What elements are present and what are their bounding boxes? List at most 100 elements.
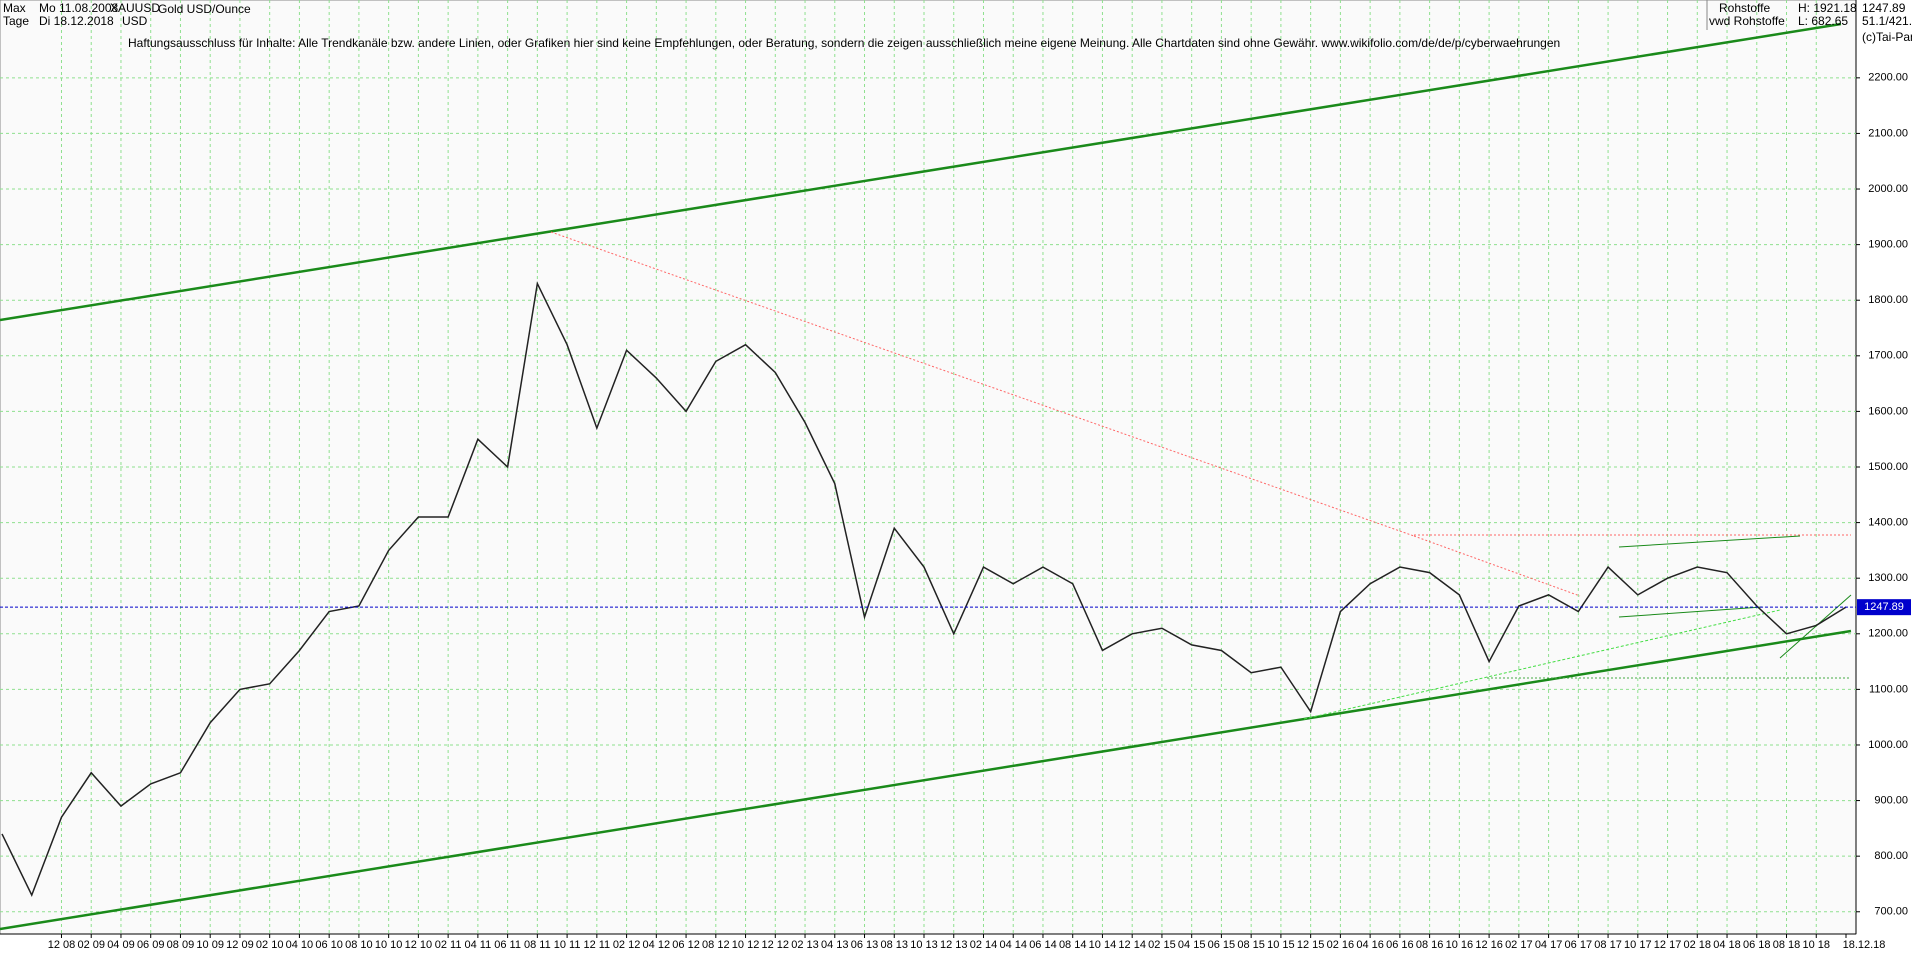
x-tick-label: 04 18	[1713, 939, 1741, 951]
x-tick-label: 08 18	[1773, 939, 1801, 951]
x-tick-label: 04 16	[1356, 939, 1384, 951]
lower-channel	[0, 629, 1852, 931]
x-tick-label: 12 10	[405, 939, 433, 951]
y-tick-label: 900.00	[1874, 794, 1908, 806]
end-date: Di 18.12.2018	[39, 14, 114, 28]
x-tick-label: 10 14	[1089, 939, 1117, 951]
x-tick-label: 10 11	[554, 939, 581, 951]
x-tick-label: 18.12.18	[1843, 939, 1886, 951]
x-tick-label: 06 10	[315, 939, 343, 951]
triangle-line	[1618, 606, 1763, 618]
currency: USD	[122, 14, 148, 28]
x-tick-label: 12 15	[1297, 939, 1325, 951]
x-tick-label: 04 11	[465, 939, 492, 951]
x-tick-label: 06 15	[1208, 939, 1236, 951]
source: vwd Rohstoffe	[1709, 14, 1785, 28]
high: H: 1921.18	[1798, 1, 1857, 15]
start-date: Mo 11.08.2008	[39, 1, 118, 15]
price-line	[1, 281, 1847, 897]
y-tick-label: 1700.00	[1868, 350, 1908, 362]
x-tick-label: 10 09	[196, 939, 224, 951]
triangle-line	[1618, 535, 1801, 548]
x-tick-label: 06 14	[1029, 939, 1057, 951]
x-tick-label: 06 09	[137, 939, 165, 951]
last: 1247.89	[1862, 1, 1906, 15]
x-tick-label: 02 13	[791, 939, 819, 951]
x-tick-label: 12 14	[1118, 939, 1146, 951]
symbol: XAUUSD	[110, 1, 160, 15]
period: Tage	[3, 14, 29, 28]
x-tick-label: 04 10	[286, 939, 314, 951]
resistance-line	[1413, 535, 1581, 597]
group: Rohstoffe	[1719, 1, 1770, 15]
x-tick-label: 10 16	[1446, 939, 1474, 951]
y-tick-label: 1300.00	[1868, 572, 1908, 584]
x-tick-label: 04 15	[1178, 939, 1206, 951]
x-tick-label: 08 13	[880, 939, 908, 951]
y-tick-label: 1900.00	[1868, 239, 1908, 251]
x-tick-label: 12 17	[1654, 939, 1682, 951]
y-tick-label: 1500.00	[1868, 461, 1908, 473]
y-tick-label: 700.00	[1874, 906, 1908, 918]
x-tick-label: 10 10	[375, 939, 403, 951]
x-tick-label: 06 11	[494, 939, 521, 951]
x-tick-label: 12 08	[48, 939, 76, 951]
last-price-box	[1857, 599, 1911, 616]
x-tick-label: 12 16	[1475, 939, 1503, 951]
y-tick-label: 1200.00	[1868, 628, 1908, 640]
x-tick-label: 10 18	[1802, 939, 1830, 951]
x-tick-label: 08 09	[167, 939, 195, 951]
x-tick-label: 04 09	[107, 939, 135, 951]
range: Max	[3, 1, 26, 15]
x-tick-label: 08 11	[524, 939, 551, 951]
x-tick-label: 12 13	[940, 939, 968, 951]
x-tick-label: 06 17	[1565, 939, 1593, 951]
copyright: (c)Tai-Pan	[1862, 30, 1912, 44]
x-tick-label: 04 14	[999, 939, 1027, 951]
last-price-label: 1247.89	[1864, 601, 1904, 613]
x-tick-label: 06 12	[672, 939, 700, 951]
x-tick-label: 06 13	[851, 939, 879, 951]
x-tick-label: 10 17	[1624, 939, 1652, 951]
x-tick-label: 02 17	[1505, 939, 1533, 951]
x-tick-label: 02 15	[1148, 939, 1176, 951]
y-tick-label: 2200.00	[1868, 72, 1908, 84]
y-tick-label: 2000.00	[1868, 183, 1908, 195]
header: Max Mo 11.08.2008 Tage Di 18.12.2018 XAU…	[3, 0, 1912, 50]
x-tick-label: 02 12	[613, 939, 641, 951]
trend-lines	[0, 22, 1852, 931]
x-tick-label: 02 10	[256, 939, 284, 951]
x-tick-label: 02 14	[970, 939, 998, 951]
y-tick-label: 1600.00	[1868, 405, 1908, 417]
x-tick-label: 04 13	[821, 939, 849, 951]
x-tick-label: 02 09	[77, 939, 105, 951]
y-tick-label: 2100.00	[1868, 127, 1908, 139]
support-line	[1303, 609, 1781, 720]
x-tick-label: 12 11	[583, 939, 610, 951]
x-tick-label: 06 18	[1743, 939, 1771, 951]
x-tick-label: 02 11	[435, 939, 462, 951]
x-tick-label: 08 14	[1059, 939, 1087, 951]
x-tick-label: 04 17	[1535, 939, 1563, 951]
ratio: 51.1/421.8	[1862, 14, 1912, 28]
y-tick-label: 800.00	[1874, 850, 1908, 862]
x-tick-label: 12 09	[226, 939, 254, 951]
x-tick-label: 10 13	[910, 939, 938, 951]
y-tick-label: 1000.00	[1868, 739, 1908, 751]
x-tick-label: 06 16	[1386, 939, 1414, 951]
wedge-line	[1779, 594, 1852, 659]
x-tick-label: 02 16	[1327, 939, 1355, 951]
instrument-name: Gold USD/Ounce	[158, 2, 251, 16]
x-tick-label: 02 18	[1684, 939, 1712, 951]
y-tick-label: 1400.00	[1868, 517, 1908, 529]
x-tick-label: 08 10	[345, 939, 373, 951]
y-tick-label: 1100.00	[1869, 683, 1908, 695]
x-tick-label: 10 15	[1267, 939, 1295, 951]
x-tick-label: 08 16	[1416, 939, 1444, 951]
x-tick-label: 04 12	[643, 939, 671, 951]
x-tick-label: 12 12	[762, 939, 790, 951]
upper-channel	[0, 22, 1842, 322]
x-tick-label: 08 15	[1237, 939, 1265, 951]
resistance-line	[550, 231, 1415, 537]
